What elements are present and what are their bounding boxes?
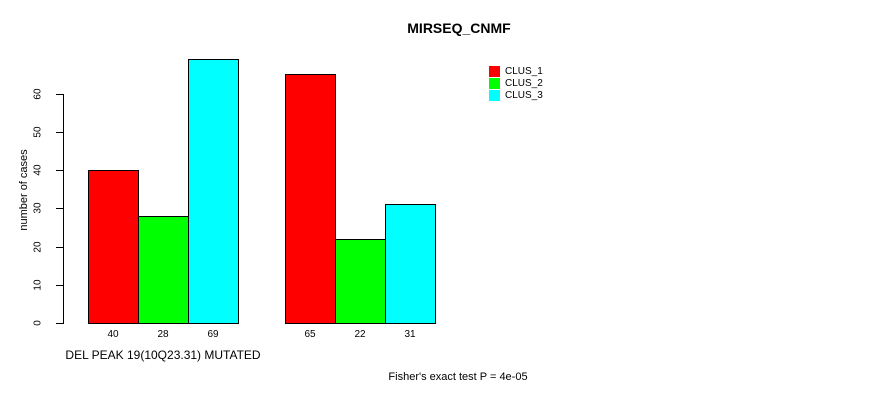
bar-clus_3 <box>188 59 239 324</box>
y-axis-tick-label: 30 <box>32 202 44 214</box>
y-axis-tick-label: 60 <box>32 87 44 100</box>
y-axis-line <box>63 93 64 324</box>
bar-clus_1 <box>88 170 139 324</box>
y-axis-title: number of cases <box>18 149 30 231</box>
y-axis-tick-label: 20 <box>32 240 44 253</box>
legend-label-clus_2: CLUS_2 <box>505 78 543 89</box>
y-axis-tick-label: 40 <box>32 164 44 176</box>
bar-clus_1 <box>285 74 336 324</box>
chart-title: MIRSEQ_CNMF <box>407 20 511 36</box>
bar-clus_3 <box>385 204 436 324</box>
y-axis-tick <box>56 131 63 133</box>
bar-value-label: 65 <box>304 329 316 340</box>
legend-swatch-clus_3 <box>489 90 500 101</box>
x-axis-group-label: DEL PEAK 19(10Q23.31) MUTATED <box>65 348 261 362</box>
y-axis-tick-label: 50 <box>32 126 44 138</box>
y-axis-tick <box>56 284 63 286</box>
y-axis-tick <box>56 246 63 248</box>
y-axis-tick <box>56 323 63 324</box>
y-axis-tick <box>56 93 63 95</box>
legend-label-clus_1: CLUS_1 <box>505 66 543 77</box>
y-axis-tick-label: 0 <box>32 320 44 326</box>
legend-label-clus_3: CLUS_3 <box>505 90 543 101</box>
bar-value-label: 69 <box>207 329 219 340</box>
bar-value-label: 28 <box>157 329 169 340</box>
bar-value-label: 31 <box>404 329 416 340</box>
bar-clus_2 <box>335 239 386 324</box>
legend-swatch-clus_2 <box>489 78 500 89</box>
legend-swatch-clus_1 <box>489 66 500 77</box>
footer-note: Fisher's exact test P = 4e-05 <box>388 371 528 383</box>
y-axis-tick <box>56 170 63 171</box>
y-axis-tick-label: 10 <box>32 279 44 291</box>
bar-value-label: 22 <box>354 329 366 340</box>
bar-value-label: 40 <box>107 329 119 340</box>
bar-clus_2 <box>138 216 189 324</box>
y-axis-tick <box>56 208 63 210</box>
